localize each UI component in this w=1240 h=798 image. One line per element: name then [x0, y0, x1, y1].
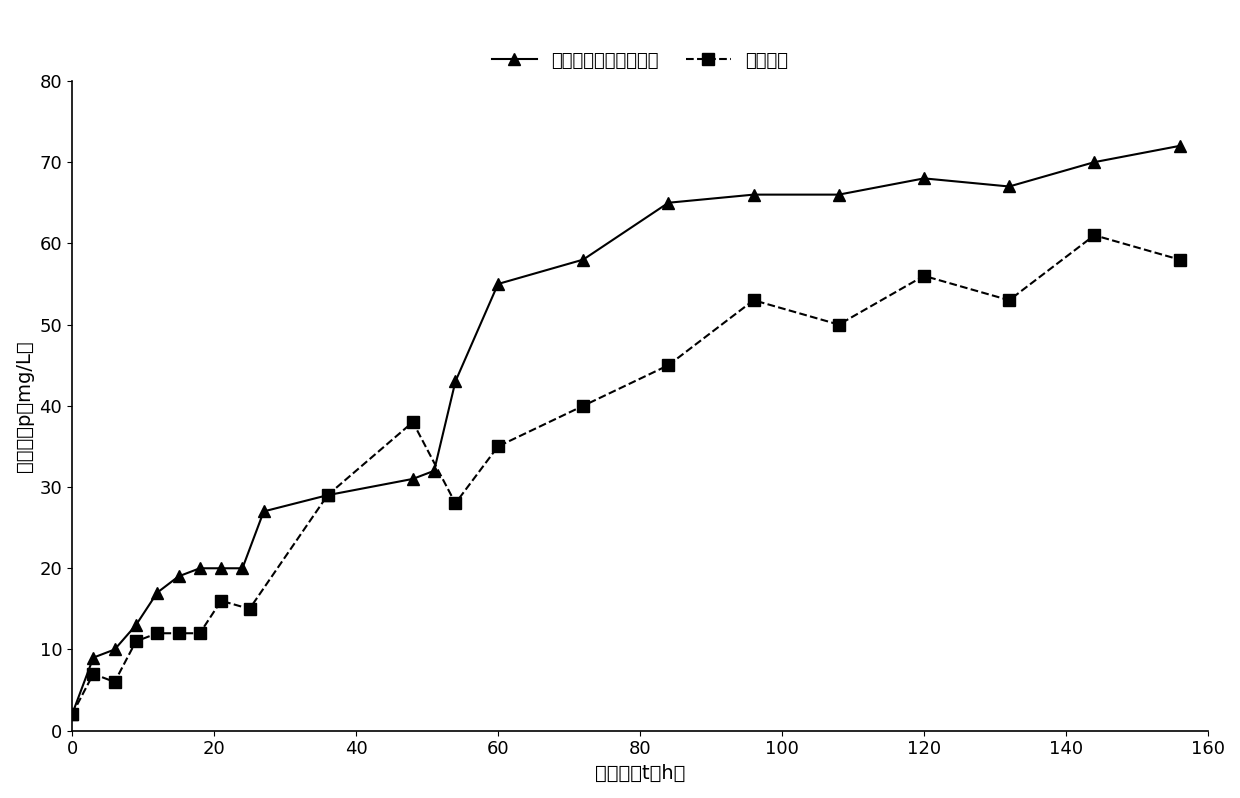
X-axis label: 发酵时间t（h）: 发酵时间t（h）	[595, 764, 686, 783]
Legend: 产物生成最优温度控制, 恒温对照: 产物生成最优温度控制, 恒温对照	[485, 45, 796, 77]
Y-axis label: 产物浓度p（mg/L）: 产物浓度p（mg/L）	[15, 340, 33, 472]
